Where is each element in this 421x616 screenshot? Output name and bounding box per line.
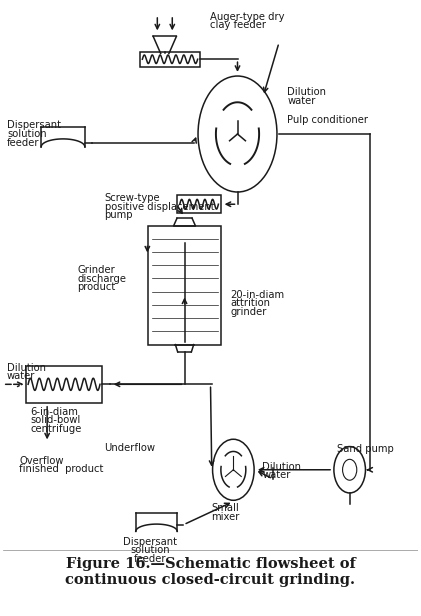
Text: Underflow: Underflow <box>104 444 156 453</box>
Text: centrifuge: centrifuge <box>30 424 82 434</box>
Text: Grinder: Grinder <box>77 265 115 275</box>
Text: Screw-type: Screw-type <box>104 193 160 203</box>
Text: water: water <box>288 95 316 105</box>
Text: feeder: feeder <box>134 554 167 564</box>
Text: grinder: grinder <box>230 307 267 317</box>
Text: water: water <box>262 471 291 480</box>
Bar <box>140 52 200 67</box>
Text: 20-in-diam: 20-in-diam <box>230 290 285 300</box>
Text: Small: Small <box>211 503 239 513</box>
Text: product: product <box>77 282 116 293</box>
Text: solid-bowl: solid-bowl <box>30 415 80 426</box>
Text: finished  product: finished product <box>19 464 104 474</box>
Text: solution: solution <box>131 545 170 556</box>
Text: positive displacement: positive displacement <box>104 202 214 212</box>
Text: mixer: mixer <box>211 512 239 522</box>
Text: Dispersant: Dispersant <box>123 537 177 547</box>
Text: Pulp conditioner: Pulp conditioner <box>288 115 368 125</box>
Text: Dilution: Dilution <box>288 87 326 97</box>
Text: Dilution: Dilution <box>7 363 46 373</box>
Text: attrition: attrition <box>230 298 270 308</box>
Text: Auger-type dry: Auger-type dry <box>210 12 285 22</box>
Text: feeder: feeder <box>7 139 40 148</box>
Text: Dispersant: Dispersant <box>7 120 61 130</box>
Text: Dilution: Dilution <box>262 462 301 472</box>
Text: pump: pump <box>104 210 133 221</box>
Text: discharge: discharge <box>77 274 127 284</box>
Bar <box>26 366 102 403</box>
Text: Overflow: Overflow <box>19 456 64 466</box>
Text: solution: solution <box>7 129 47 139</box>
Text: 6-in-diam: 6-in-diam <box>30 407 78 417</box>
Text: clay feeder: clay feeder <box>210 20 266 30</box>
Bar <box>177 195 221 213</box>
Text: Figure 16.—Schematic flowsheet of
continuous closed-circuit grinding.: Figure 16.—Schematic flowsheet of contin… <box>66 557 355 587</box>
Bar <box>148 225 221 344</box>
Text: Sand pump: Sand pump <box>337 444 394 453</box>
Text: water: water <box>7 371 35 381</box>
